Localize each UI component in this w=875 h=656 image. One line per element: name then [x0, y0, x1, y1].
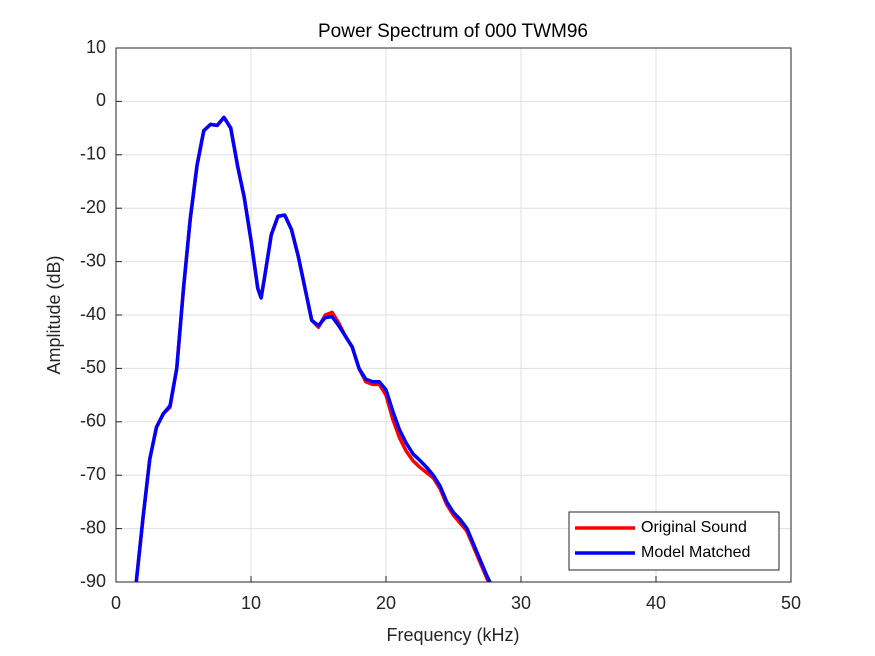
- y-tick-label: -90: [80, 571, 106, 591]
- y-tick-label: 0: [96, 90, 106, 110]
- plot-lines: [134, 115, 492, 582]
- axes-box: [115, 47, 792, 583]
- y-tick-label: -40: [80, 304, 106, 324]
- x-tick-label: 50: [781, 593, 801, 613]
- legend-label: Model Matched: [641, 544, 750, 561]
- y-tick-label: -80: [80, 517, 106, 537]
- x-axis-label: Frequency (kHz): [386, 625, 519, 645]
- y-tick-label: -70: [80, 464, 106, 484]
- x-tick-label: 20: [376, 593, 396, 613]
- x-tick-label: 0: [111, 593, 121, 613]
- legend-label: Original Sound: [641, 519, 747, 536]
- y-axis-label: Amplitude (dB): [44, 255, 64, 374]
- y-tick-label: -20: [80, 197, 106, 217]
- x-tick-label: 10: [241, 593, 261, 613]
- data-line: [134, 115, 492, 582]
- y-tick-label: -60: [80, 411, 106, 431]
- y-tick-label: 10: [86, 37, 106, 57]
- chart-title: Power Spectrum of 000 TWM96: [318, 21, 588, 42]
- legend: [568, 511, 780, 571]
- y-tick-label: -10: [80, 144, 106, 164]
- x-tick-label: 30: [511, 593, 531, 613]
- x-tick-label: 40: [646, 593, 666, 613]
- y-tick-label: -50: [80, 357, 106, 377]
- y-tick-label: -30: [80, 250, 106, 270]
